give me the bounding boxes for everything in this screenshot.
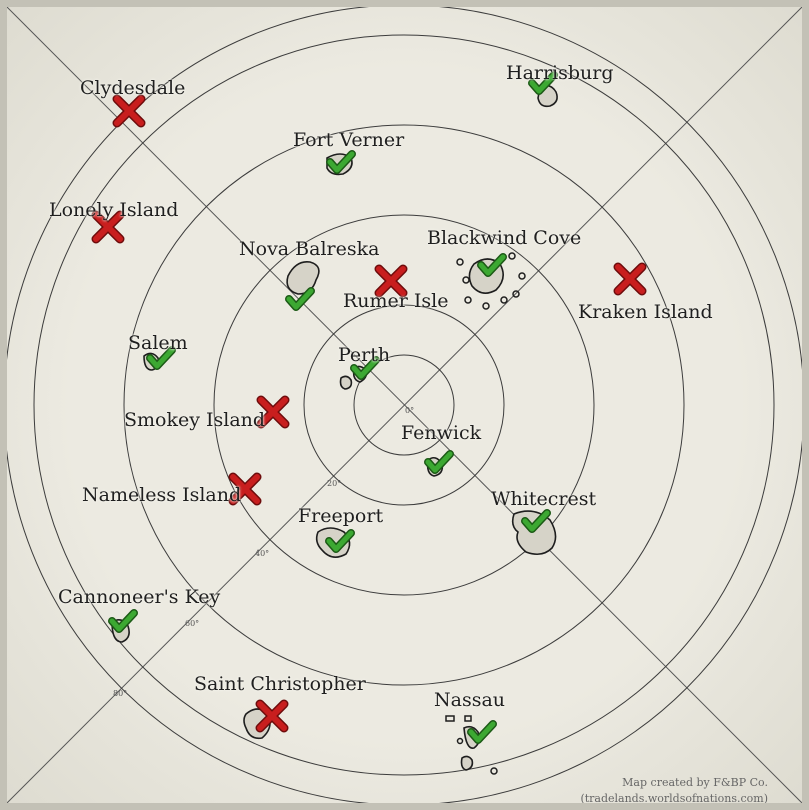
check-mark-icon-perth[interactable] [350,356,380,380]
location-label-harrisburg[interactable]: Harrisburg [506,62,614,84]
cross-mark-icon-nameless-island[interactable] [228,472,262,506]
location-label-kraken-island[interactable]: Kraken Island [578,301,713,323]
ring-3 [213,214,595,596]
check-mark-icon-blackwind-cove[interactable] [477,253,507,277]
islet-nassau-3 [490,767,498,775]
cross-mark-icon-saint-christopher[interactable] [255,699,289,733]
location-label-smokey-island[interactable]: Smokey Island [124,409,266,431]
degree-label-40: 40° [255,549,270,558]
location-label-saint-christopher[interactable]: Saint Christopher [194,673,366,695]
location-label-salem[interactable]: Salem [128,332,188,354]
degree-label-0: 0° [405,406,415,415]
island-nassau-south [460,755,474,771]
check-mark-icon-cannoneer-s-key[interactable] [108,609,138,633]
degree-label-20: 20° [327,479,342,488]
location-label-freeport[interactable]: Freeport [298,505,384,527]
islet-blackwind-1 [456,258,464,266]
location-label-nova-balreska[interactable]: Nova Balreska [239,238,380,260]
islet-blackwind-6 [512,290,520,298]
check-mark-icon-nassau[interactable] [467,720,497,744]
cross-mark-icon-kraken-island[interactable] [613,262,647,296]
cross-mark-icon-lonely-island[interactable] [91,210,125,244]
islet-blackwind-8 [508,252,516,260]
location-label-nameless-island[interactable]: Nameless Island [82,484,242,506]
check-mark-icon-whitecrest[interactable] [521,509,551,533]
check-mark-icon-nova-balreska[interactable] [285,287,315,311]
check-mark-icon-fort-verner[interactable] [326,150,356,174]
location-label-clydesdale[interactable]: Clydesdale [80,77,186,99]
location-label-fenwick[interactable]: Fenwick [401,422,482,444]
ring-5 [33,34,775,776]
location-label-nassau[interactable]: Nassau [434,689,506,711]
islet-blackwind-2 [462,276,470,284]
check-mark-icon-fenwick[interactable] [424,450,454,474]
islet-blackwind-7 [518,272,526,280]
islet-blackwind-4 [482,302,490,310]
island-nova-balreska [286,260,320,295]
location-label-cannoneers-key[interactable]: Cannoneer's Key [58,586,221,608]
ring-1 [353,354,455,456]
check-mark-icon-freeport[interactable] [325,529,355,553]
credit-line-1: Map created by F&BP Co. [622,776,768,789]
islet-blackwind-5 [500,296,508,304]
location-label-lonely-island[interactable]: Lonely Island [49,199,179,221]
degree-label-60: 60° [185,619,200,628]
islet-blackwind-3 [464,296,472,304]
location-label-whitecrest[interactable]: Whitecrest [491,488,597,510]
islet-nassau-4 [456,737,464,745]
compass-diagonal-ne-sw [7,7,802,803]
credit-line-2: (tradelands.worldsofnations.com) [580,792,768,805]
island-perth-a [339,375,353,390]
cross-mark-icon-rumer-isle[interactable] [374,264,408,298]
ring-2 [303,304,505,506]
check-mark-icon-harrisburg[interactable] [528,71,558,95]
location-label-perth[interactable]: Perth [338,344,391,366]
check-mark-icon-salem[interactable] [146,346,176,370]
islet-nassau-2 [464,715,472,722]
map-canvas[interactable] [7,7,802,803]
cross-mark-icon-smokey-island[interactable] [256,395,290,429]
ring-4 [123,124,685,686]
location-label-fort-verner[interactable]: Fort Verner [293,129,405,151]
degree-label-80: 80° [113,689,128,698]
cross-mark-icon-clydesdale[interactable] [112,94,146,128]
islet-nassau-1 [445,715,455,722]
location-label-rumer-isle[interactable]: Rumer Isle [343,290,449,312]
location-label-blackwind-cove[interactable]: Blackwind Cove [427,227,582,249]
